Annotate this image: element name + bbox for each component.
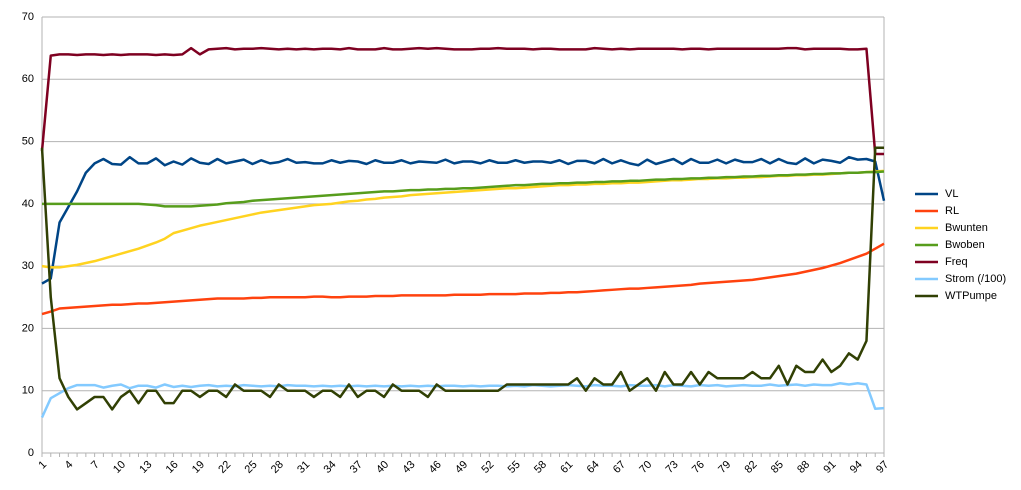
- x-tick-label: 37: [348, 459, 365, 476]
- x-tick-label: 64: [585, 459, 602, 476]
- x-tick-label: 10: [111, 459, 128, 476]
- x-tick-label: 88: [795, 459, 812, 476]
- legend-label: Bwoben: [945, 239, 985, 251]
- x-tick-label: 67: [611, 459, 628, 476]
- x-tick-label: 34: [321, 459, 338, 476]
- x-tick-label: 55: [506, 459, 523, 476]
- series-line: [41, 242, 885, 316]
- x-tick-label: 85: [769, 459, 786, 476]
- series-line: [41, 155, 886, 285]
- x-tick-label: 4: [63, 459, 76, 472]
- x-tick-label: 31: [295, 459, 312, 476]
- x-tick-label: 82: [742, 459, 759, 476]
- x-tick-label: 79: [716, 459, 733, 476]
- y-tick-label: 20: [22, 322, 34, 334]
- x-tick-label: 19: [190, 459, 207, 476]
- series-line: [40, 146, 884, 411]
- x-tick-label: 28: [269, 459, 286, 476]
- x-tick-label: 52: [479, 459, 496, 476]
- x-tick-label: 61: [558, 459, 575, 476]
- x-tick-label: 13: [137, 459, 154, 476]
- y-tick-label: 0: [28, 447, 34, 459]
- y-tick-label: 70: [22, 11, 34, 23]
- series-line: [41, 169, 885, 269]
- y-tick-label: 60: [22, 73, 34, 85]
- x-tick-label: 58: [532, 459, 549, 476]
- x-tick-label: 1: [36, 459, 49, 472]
- series-line: [42, 170, 885, 208]
- x-tick-label: 43: [400, 459, 417, 476]
- legend-label: RL: [945, 205, 959, 217]
- x-tick-label: 22: [216, 459, 233, 476]
- x-tick-label: 40: [374, 459, 391, 476]
- x-tick-label: 46: [427, 459, 444, 476]
- x-tick-label: 7: [89, 459, 102, 472]
- y-tick-label: 30: [22, 260, 34, 272]
- y-tick-label: 40: [22, 198, 34, 210]
- x-tick-label: 94: [848, 459, 865, 476]
- legend-label: Bwunten: [945, 222, 988, 234]
- legend-label: Freq: [945, 256, 968, 268]
- series-line: [40, 46, 884, 156]
- series-line: [40, 381, 885, 419]
- x-tick-label: 97: [874, 459, 891, 476]
- x-tick-label: 76: [690, 459, 707, 476]
- x-tick-label: 25: [243, 459, 260, 476]
- x-tick-label: 16: [164, 459, 181, 476]
- legend-label: Strom (/100): [945, 273, 1006, 285]
- legend-label: VL: [945, 188, 958, 200]
- x-tick-label: 49: [453, 459, 470, 476]
- x-tick-label: 73: [664, 459, 681, 476]
- x-tick-label: 91: [821, 459, 838, 476]
- y-tick-label: 10: [22, 385, 34, 397]
- legend-label: WTPumpe: [945, 290, 997, 302]
- x-tick-label: 70: [637, 459, 654, 476]
- y-tick-label: 50: [22, 135, 34, 147]
